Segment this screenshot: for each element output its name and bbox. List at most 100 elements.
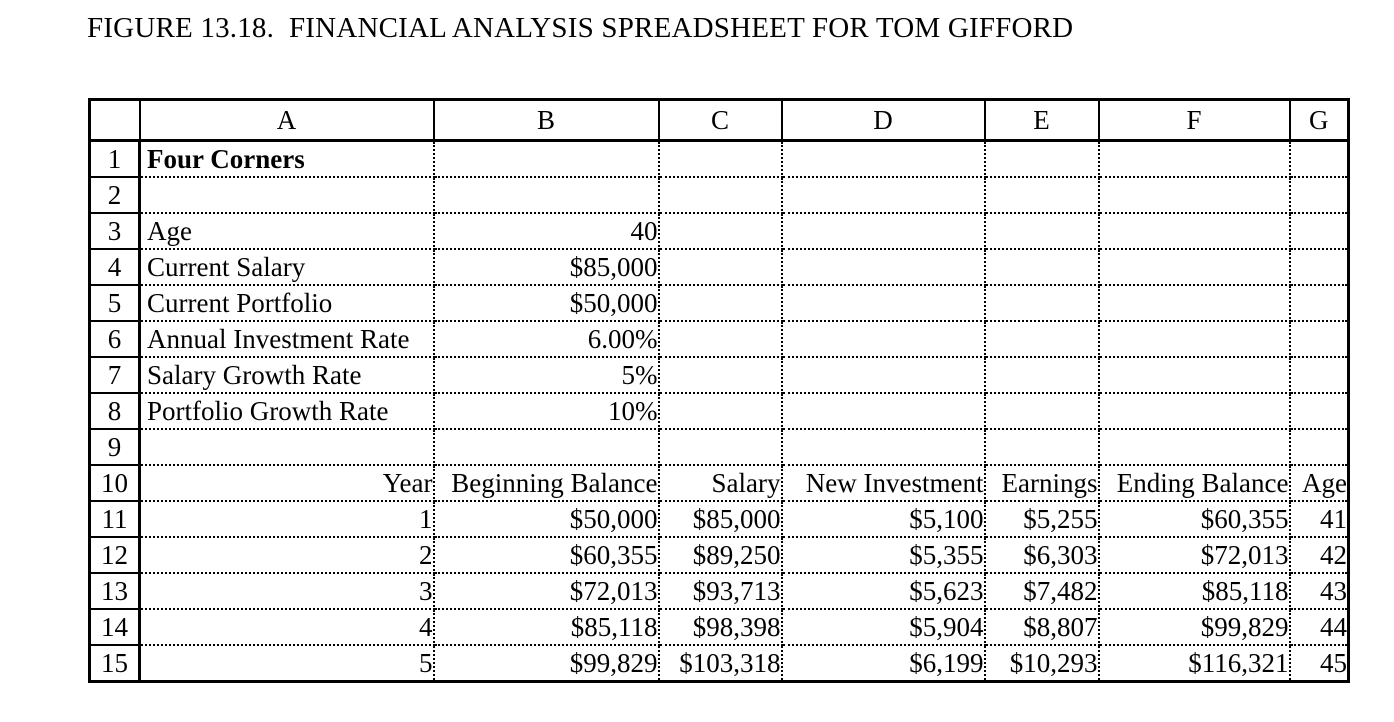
cell-C15: $103,318	[657, 644, 783, 683]
cell-F15: $116,321	[1097, 644, 1291, 683]
cell-B4: $85,000	[432, 248, 660, 286]
figure-caption: FIGURE 13.18. FINANCIAL ANALYSIS SPREADS…	[87, 12, 1074, 44]
table-row: 10 Year Beginning Balance Salary New Investm…	[88, 464, 1350, 502]
cell-C10: Salary	[657, 464, 783, 502]
cell-A8: Portfolio Growth Rate	[138, 392, 435, 430]
cell-A2	[138, 176, 435, 214]
cell-E4	[983, 248, 1100, 286]
cell-F3	[1097, 212, 1291, 250]
column-header-F: F	[1097, 98, 1291, 142]
cell-A10: Year	[138, 464, 435, 502]
cell-D13: $5,623	[780, 572, 986, 610]
cell-G13: 43	[1288, 572, 1350, 610]
cell-C14: $98,398	[657, 608, 783, 646]
table-row: 2	[88, 176, 1350, 214]
cell-G9	[1288, 428, 1350, 466]
row-header-7: 7	[88, 356, 141, 394]
cell-E9	[983, 428, 1100, 466]
cell-A12: 2	[138, 536, 435, 574]
cell-A14: 4	[138, 608, 435, 646]
cell-D4	[780, 248, 986, 286]
column-header-D: D	[780, 98, 986, 142]
cell-G1	[1288, 139, 1350, 178]
cell-E12: $6,303	[983, 536, 1100, 574]
cell-A11: 1	[138, 500, 435, 538]
cell-D3	[780, 212, 986, 250]
cell-D5	[780, 284, 986, 322]
cell-E11: $5,255	[983, 500, 1100, 538]
row-header-13: 13	[88, 572, 141, 610]
spreadsheet-table: A B C D E F G 1 Four Corners 2 3 Age 40 4 Current Sala…	[88, 98, 1350, 683]
cell-E13: $7,482	[983, 572, 1100, 610]
cell-G7	[1288, 356, 1350, 394]
cell-E3	[983, 212, 1100, 250]
row-header-1: 1	[88, 139, 141, 178]
column-header-A: A	[138, 98, 435, 142]
cell-D15: $6,199	[780, 644, 986, 683]
cell-D2	[780, 176, 986, 214]
cell-F11: $60,355	[1097, 500, 1291, 538]
cell-A1: Four Corners	[138, 139, 435, 178]
cell-D6	[780, 320, 986, 358]
row-header-10: 10	[88, 464, 141, 502]
column-header-B: B	[432, 98, 660, 142]
row-header-8: 8	[88, 392, 141, 430]
cell-F8	[1097, 392, 1291, 430]
cell-E14: $8,807	[983, 608, 1100, 646]
cell-C3	[657, 212, 783, 250]
cell-D1	[780, 139, 986, 178]
corner-cell	[88, 98, 141, 142]
table-row: 1 Four Corners	[88, 139, 1350, 178]
cell-A13: 3	[138, 572, 435, 610]
cell-C2	[657, 176, 783, 214]
cell-C5	[657, 284, 783, 322]
cell-B8: 10%	[432, 392, 660, 430]
cell-F9	[1097, 428, 1291, 466]
table-row: 8 Portfolio Growth Rate 10%	[88, 392, 1350, 430]
cell-B5: $50,000	[432, 284, 660, 322]
spreadsheet-body: A B C D E F G 1 Four Corners 2 3 Age 40 4 Current Sala…	[88, 98, 1350, 683]
table-row: 14 4 $85,118 $98,398 $5,904 $8,807 $99,829 44	[88, 608, 1350, 646]
cell-A3: Age	[138, 212, 435, 250]
table-row: 3 Age 40	[88, 212, 1350, 250]
cell-F4	[1097, 248, 1291, 286]
cell-A4: Current Salary	[138, 248, 435, 286]
cell-A6: Annual Investment Rate	[138, 320, 435, 358]
cell-E8	[983, 392, 1100, 430]
cell-B7: 5%	[432, 356, 660, 394]
row-header-6: 6	[88, 320, 141, 358]
row-header-4: 4	[88, 248, 141, 286]
cell-D12: $5,355	[780, 536, 986, 574]
cell-G5	[1288, 284, 1350, 322]
cell-B11: $50,000	[432, 500, 660, 538]
cell-F12: $72,013	[1097, 536, 1291, 574]
cell-B2	[432, 176, 660, 214]
cell-G8	[1288, 392, 1350, 430]
cell-D14: $5,904	[780, 608, 986, 646]
cell-F13: $85,118	[1097, 572, 1291, 610]
cell-B6: 6.00%	[432, 320, 660, 358]
cell-G14: 44	[1288, 608, 1350, 646]
cell-A5: Current Portfolio	[138, 284, 435, 322]
row-header-5: 5	[88, 284, 141, 322]
cell-E15: $10,293	[983, 644, 1100, 683]
column-header-E: E	[983, 98, 1100, 142]
cell-E1	[983, 139, 1100, 178]
cell-B12: $60,355	[432, 536, 660, 574]
cell-G15: 45	[1288, 644, 1350, 683]
row-header-14: 14	[88, 608, 141, 646]
cell-F14: $99,829	[1097, 608, 1291, 646]
row-header-11: 11	[88, 500, 141, 538]
cell-G11: 41	[1288, 500, 1350, 538]
cell-F7	[1097, 356, 1291, 394]
cell-G2	[1288, 176, 1350, 214]
cell-D11: $5,100	[780, 500, 986, 538]
column-header-C: C	[657, 98, 783, 142]
cell-B9	[432, 428, 660, 466]
row-header-12: 12	[88, 536, 141, 574]
cell-D7	[780, 356, 986, 394]
cell-E6	[983, 320, 1100, 358]
row-header-15: 15	[88, 644, 141, 683]
cell-G12: 42	[1288, 536, 1350, 574]
